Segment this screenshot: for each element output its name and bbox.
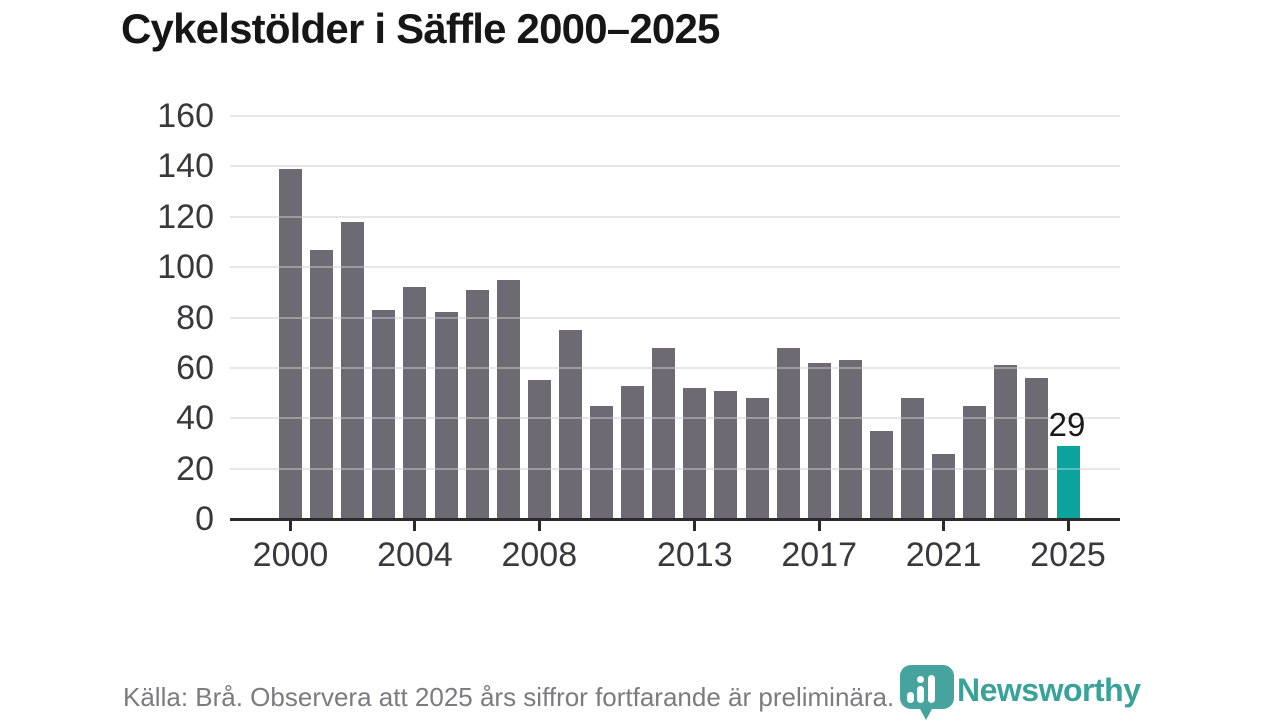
x-tick-label-2000: 2000 [252, 536, 329, 574]
x-tick-label-2008: 2008 [501, 536, 578, 574]
gridline-overlay-y-20 [230, 467, 1120, 470]
y-tick-label-40: 40 [176, 399, 214, 438]
y-tick-label-80: 80 [176, 298, 214, 337]
bar-2007 [496, 279, 520, 519]
gridline-y-80 [230, 316, 1120, 319]
y-tick-label-160: 160 [157, 97, 214, 135]
gridline-overlay-y-100 [230, 266, 1120, 269]
bar-2018 [838, 360, 862, 519]
y-axis: 0 20 40 60 80 100 120 140 160 [80, 97, 214, 538]
bar-2019 [869, 430, 893, 519]
x-tick-label-2017: 2017 [781, 536, 857, 574]
bar-2011 [621, 385, 645, 519]
gridline-y-140 [230, 165, 1120, 168]
x-tick-2021 [942, 521, 946, 531]
gridline-overlay-y-80 [230, 316, 1120, 319]
x-tick-2025 [1066, 521, 1070, 531]
bar-2020 [901, 398, 924, 519]
y-tick-label-140: 140 [157, 147, 214, 186]
bar-2000 [279, 168, 302, 519]
gridline-overlay-y-140 [230, 165, 1120, 168]
x-tick-2008 [537, 521, 541, 531]
y-tick-label-60: 60 [176, 348, 214, 387]
gridline-overlay-y-40 [230, 417, 1120, 420]
bar-2013 [683, 388, 707, 519]
bar-2001 [310, 249, 334, 519]
gridline-overlay-y-120 [230, 215, 1120, 218]
gridline-y-120 [230, 215, 1120, 218]
bar-2003 [372, 309, 396, 519]
bar-2016 [776, 347, 800, 519]
source-note: Källa: Brå. Observera att 2025 års siffr… [123, 682, 895, 712]
y-tick-label-120: 120 [157, 197, 214, 236]
newsworthy-wordmark: Newsworthy [957, 672, 1141, 708]
y-tick-label-20: 20 [176, 449, 214, 488]
x-tick-2013 [693, 521, 697, 531]
bar-2015 [745, 398, 769, 519]
bar-2005 [434, 312, 458, 519]
bar-2017 [807, 362, 831, 519]
bar-2009 [558, 330, 582, 519]
bar-2022 [963, 405, 987, 519]
bar-2006 [465, 289, 489, 519]
bar-2002 [341, 221, 365, 519]
bar-2008 [527, 380, 551, 519]
x-tick-label-2004: 2004 [377, 536, 453, 574]
gridline-overlay-y-60 [230, 366, 1120, 369]
newsworthy-logo-icon [899, 664, 955, 726]
bar-2024 [1025, 377, 1049, 519]
plot-area: 2000 2004 2008 2013 2017 2021 2025 29 [230, 115, 1120, 574]
bar-2010 [590, 405, 613, 519]
x-tick-2004 [413, 521, 417, 531]
x-tick-2017 [817, 521, 821, 531]
bar-2021 [932, 453, 956, 519]
y-tick-label-100: 100 [157, 248, 214, 287]
bar-2023 [994, 365, 1018, 519]
x-axis-line [230, 518, 1120, 521]
x-tick-label-2021: 2021 [905, 536, 982, 574]
x-tick-2000 [289, 521, 292, 531]
bar-2025 [1056, 445, 1080, 519]
bar-2014 [714, 390, 738, 519]
x-tick-label-2025: 2025 [1030, 536, 1106, 574]
value-label-2025: 29 [1048, 405, 1086, 443]
chart-title: Cykelstölder i Säffle 2000–2025 [121, 5, 720, 52]
gridline-y-160 [230, 115, 1120, 117]
bar-2012 [652, 347, 676, 519]
gridline-y-100 [230, 266, 1120, 269]
gridline-overlay-y-160 [230, 115, 1120, 117]
x-tick-label-2013: 2013 [656, 536, 733, 574]
y-tick-label-0: 0 [195, 500, 214, 538]
bar-2004 [403, 287, 427, 519]
